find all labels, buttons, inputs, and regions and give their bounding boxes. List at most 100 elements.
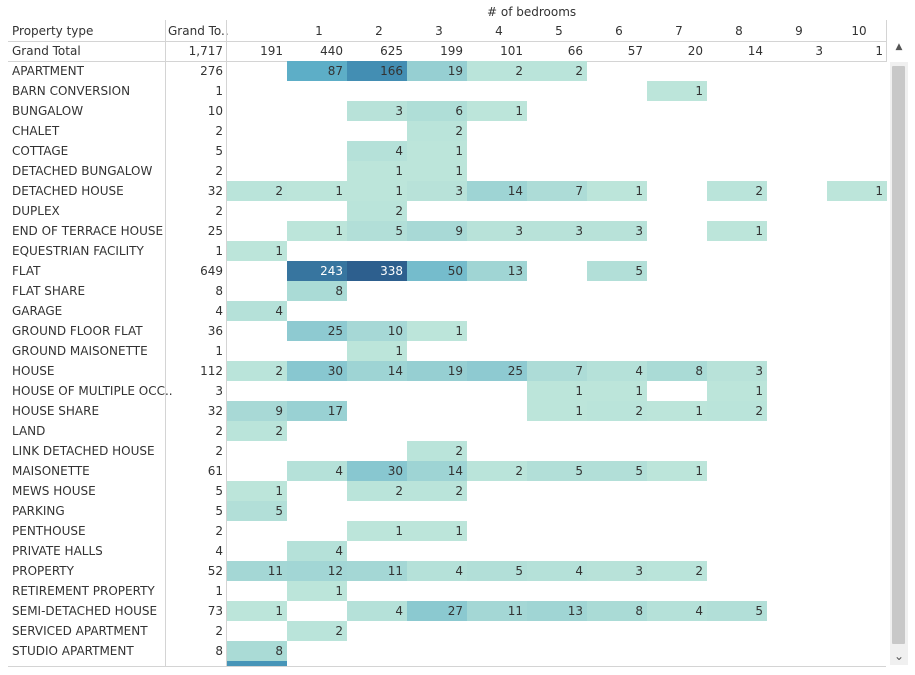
heatmap-cell[interactable]: 25 [287,321,347,341]
heatmap-cell[interactable]: 338 [347,261,407,281]
row-label[interactable]: GROUND FLOOR FLAT [12,324,143,338]
heatmap-cell[interactable]: 5 [587,261,647,281]
column-header-10[interactable]: 10 [851,24,867,38]
heatmap-cell[interactable]: 11 [467,601,527,621]
row-label[interactable]: LAND [12,424,46,438]
heatmap-cell[interactable]: 8 [287,281,347,301]
row-label[interactable]: MEWS HOUSE [12,484,96,498]
column-header-7[interactable]: 7 [675,24,683,38]
heatmap-cell[interactable]: 2 [227,361,287,381]
heatmap-cell[interactable]: 1 [647,401,707,421]
row-label[interactable]: RETIREMENT PROPERTY [12,584,155,598]
column-header-3[interactable]: 3 [435,24,443,38]
heatmap-cell[interactable]: 3 [527,221,587,241]
row-label[interactable]: END OF TERRACE HOUSE [12,224,164,238]
row-label[interactable]: STUDIO APARTMENT [12,644,134,658]
heatmap-cell[interactable]: 2 [527,61,587,81]
heatmap-cell[interactable]: 13 [467,261,527,281]
heatmap-cell[interactable]: 8 [227,641,287,661]
heatmap-cell[interactable]: 2 [287,621,347,641]
heatmap-cell[interactable]: 4 [347,141,407,161]
row-label[interactable]: PARKING [12,504,65,518]
heatmap-cell[interactable]: 1 [347,341,407,361]
heatmap-cell[interactable]: 2 [227,421,287,441]
heatmap-cell[interactable]: 1 [407,521,467,541]
column-header-4[interactable]: 4 [495,24,503,38]
heatmap-cell[interactable]: 1 [347,521,407,541]
heatmap-cell[interactable]: 3 [587,221,647,241]
heatmap-cell[interactable]: 1 [707,221,767,241]
heatmap-cell[interactable]: 1 [407,161,467,181]
row-label[interactable]: MAISONETTE [12,464,90,478]
heatmap-cell[interactable]: 8 [647,361,707,381]
heatmap-cell[interactable]: 9 [227,401,287,421]
heatmap-cell[interactable]: 27 [407,601,467,621]
heatmap-cell[interactable]: 3 [587,561,647,581]
heatmap-cell[interactable]: 1 [587,381,647,401]
heatmap-cell[interactable]: 1 [467,101,527,121]
heatmap-cell[interactable]: 2 [407,481,467,501]
row-label[interactable]: BARN CONVERSION [12,84,131,98]
heatmap-cell[interactable]: 2 [407,441,467,461]
row-label[interactable]: BUNGALOW [12,104,84,118]
vertical-scrollbar[interactable]: ▲ ⌄ [890,42,908,665]
heatmap-cell[interactable]: 8 [587,601,647,621]
heatmap-cell[interactable]: 87 [287,61,347,81]
heatmap-cell[interactable]: 9 [407,221,467,241]
header-total-col-label[interactable]: Grand To.. [168,24,229,38]
heatmap-cell[interactable]: 7 [527,181,587,201]
heatmap-cell[interactable]: 3 [707,361,767,381]
heatmap-cell[interactable]: 1 [527,381,587,401]
row-label[interactable]: CHALET [12,124,60,138]
heatmap-cell[interactable]: 2 [347,201,407,221]
heatmap-cell[interactable]: 2 [587,401,647,421]
heatmap-cell[interactable]: 1 [647,81,707,101]
heatmap-cell[interactable]: 4 [287,461,347,481]
row-label[interactable]: APARTMENT [12,64,84,78]
heatmap-cell[interactable]: 1 [227,481,287,501]
row-label[interactable]: COTTAGE [12,144,69,158]
row-label[interactable]: DUPLEX [12,204,60,218]
row-label[interactable]: GROUND MAISONETTE [12,344,148,358]
heatmap-cell[interactable]: 2 [467,61,527,81]
heatmap-cell[interactable]: 30 [287,361,347,381]
heatmap-cell[interactable]: 1 [287,181,347,201]
row-label[interactable]: LINK DETACHED HOUSE [12,444,155,458]
heatmap-cell[interactable]: 243 [287,261,347,281]
heatmap-cell[interactable]: 1 [587,181,647,201]
heatmap-cell[interactable]: 50 [407,261,467,281]
heatmap-cell[interactable]: 2 [707,401,767,421]
heatmap-cell[interactable]: 30 [347,461,407,481]
column-header-blank[interactable] [229,22,289,40]
column-header-5[interactable]: 5 [555,24,563,38]
heatmap-cell[interactable]: 1 [407,321,467,341]
heatmap-cell[interactable]: 4 [227,301,287,321]
heatmap-cell[interactable]: 4 [347,601,407,621]
heatmap-cell[interactable]: 3 [467,221,527,241]
row-label[interactable]: EQUESTRIAN FACILITY [12,244,144,258]
heatmap-cell[interactable]: 2 [347,481,407,501]
column-header-6[interactable]: 6 [615,24,623,38]
column-header-8[interactable]: 8 [735,24,743,38]
heatmap-cell[interactable]: 19 [407,61,467,81]
heatmap-cell[interactable]: 14 [347,361,407,381]
scroll-up-icon[interactable]: ▲ [895,42,903,52]
heatmap-cell[interactable]: 5 [227,501,287,521]
heatmap-cell[interactable]: 1 [527,401,587,421]
heatmap-cell[interactable]: 1 [347,161,407,181]
row-label[interactable]: SEMI-DETACHED HOUSE [12,604,158,618]
row-label[interactable]: PRIVATE HALLS [12,544,103,558]
row-label[interactable]: DETACHED BUNGALOW [12,164,153,178]
row-label[interactable]: PENTHOUSE [12,524,86,538]
heatmap-cell[interactable]: 4 [407,561,467,581]
heatmap-cell[interactable]: 1 [827,181,887,201]
heatmap-cell[interactable]: 4 [527,561,587,581]
heatmap-cell[interactable]: 19 [407,361,467,381]
heatmap-cell[interactable]: 3 [347,101,407,121]
heatmap-cell[interactable]: 1 [647,461,707,481]
row-label[interactable]: FLAT SHARE [12,284,86,298]
heatmap-cell[interactable]: 1 [227,241,287,261]
heatmap-cell[interactable]: 12 [287,561,347,581]
heatmap-cell[interactable]: 4 [287,541,347,561]
heatmap-cell[interactable]: 1 [287,221,347,241]
